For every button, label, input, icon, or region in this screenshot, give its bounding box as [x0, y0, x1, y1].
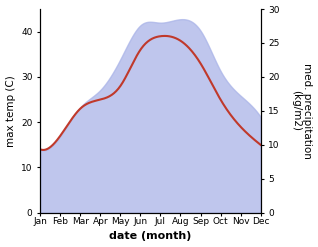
X-axis label: date (month): date (month)	[109, 231, 192, 242]
Y-axis label: max temp (C): max temp (C)	[5, 75, 16, 147]
Y-axis label: med. precipitation
(kg/m2): med. precipitation (kg/m2)	[291, 63, 313, 159]
